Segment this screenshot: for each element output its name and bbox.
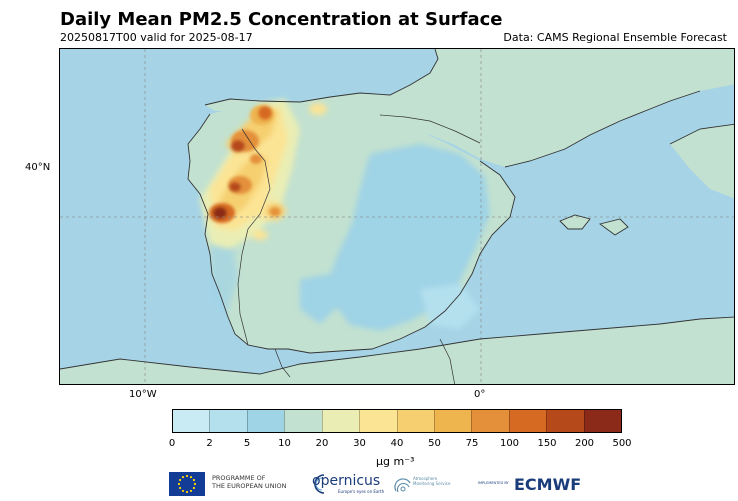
colorbar-segment <box>173 410 210 432</box>
colorbar-tick-label: 40 <box>390 438 404 449</box>
colorbar-tick-label: 150 <box>537 438 557 449</box>
eu-flag-logo <box>169 472 205 496</box>
colorbar-segment <box>508 410 547 432</box>
colorbar-segment <box>583 410 622 432</box>
data-source-label: Data: CAMS Regional Ensemble Forecast <box>503 31 727 44</box>
lon-tick-10w: 10°W <box>129 389 157 400</box>
copernicus-tagline: Europe's eyes on Earth <box>338 489 385 494</box>
low-concentration-areas <box>210 144 490 331</box>
atmosphere-logo-icon <box>394 478 411 493</box>
eu-star-icon <box>185 474 189 478</box>
colorbar-segment <box>471 410 509 432</box>
logo-strip: PROGRAMME OF THE EUROPEAN UNION opernicu… <box>0 470 738 498</box>
colorbar-segment <box>284 410 322 432</box>
pm25-hotspots <box>209 105 280 223</box>
colorbar-segment <box>209 410 247 432</box>
lat-tick-40n: 40°N <box>25 162 51 173</box>
coastlines <box>60 49 734 375</box>
colorbar-segment <box>546 410 584 432</box>
copernicus-swirl-icon <box>314 474 325 494</box>
eu-star-icon <box>181 475 185 479</box>
colorbar-tick-label: 30 <box>353 438 366 449</box>
colorbar-tick-label: 20 <box>315 438 329 449</box>
lon-tick-0: 0° <box>474 389 486 400</box>
eu-star-icon <box>193 482 197 486</box>
pm25-map <box>59 48 735 385</box>
colorbar-unit: µg m⁻³ <box>376 455 415 468</box>
france-land <box>205 49 734 167</box>
eu-programme-text: PROGRAMME OF THE EUROPEAN UNION <box>212 474 287 490</box>
eu-star-icon <box>178 486 182 490</box>
colorbar-tick-label: 5 <box>243 438 251 449</box>
implemented-by-label: IMPLEMENTED BY <box>478 481 509 485</box>
eu-star-icon <box>189 489 193 493</box>
map-title: Daily Mean PM2.5 Concentration at Surfac… <box>60 9 503 30</box>
atmosphere-service-text: Atmosphere Monitoring Service <box>413 476 451 486</box>
eu-star-icon <box>177 482 181 486</box>
colorbar-tick-label: 50 <box>428 438 441 449</box>
copernicus-logo: opernicus <box>312 473 381 489</box>
eu-star-icon <box>189 475 193 479</box>
colorbar <box>172 409 622 433</box>
colorbar-tick-label: 100 <box>499 438 520 449</box>
eu-star-icon <box>178 478 182 482</box>
colorbar-segment <box>321 410 360 432</box>
colorbar-tick-label: 500 <box>612 438 632 449</box>
balearic-islands <box>560 215 628 235</box>
colorbar-tick-label: 75 <box>465 438 479 449</box>
colorbar-segment <box>246 410 285 432</box>
colorbar-tick-label: 200 <box>574 438 595 449</box>
colorbar-tick-label: 2 <box>206 438 213 449</box>
forecast-run-label: 20250817T00 valid for 2025-08-17 <box>60 31 253 44</box>
eu-star-icon <box>185 490 189 494</box>
north-africa-land <box>60 317 734 384</box>
eu-star-icon <box>181 489 185 493</box>
country-borders <box>237 114 481 384</box>
colorbar-segment <box>359 410 397 432</box>
colorbar-segment <box>433 410 472 432</box>
italy-land <box>670 124 734 199</box>
colorbar-tick-label: 10 <box>278 438 291 449</box>
eu-star-icon <box>192 478 196 482</box>
colorbar-segment <box>396 410 434 432</box>
eu-star-icon <box>192 486 196 490</box>
colorbar-tick-label: 0 <box>168 438 176 449</box>
ecmwf-logo: ECMWF <box>514 475 582 494</box>
